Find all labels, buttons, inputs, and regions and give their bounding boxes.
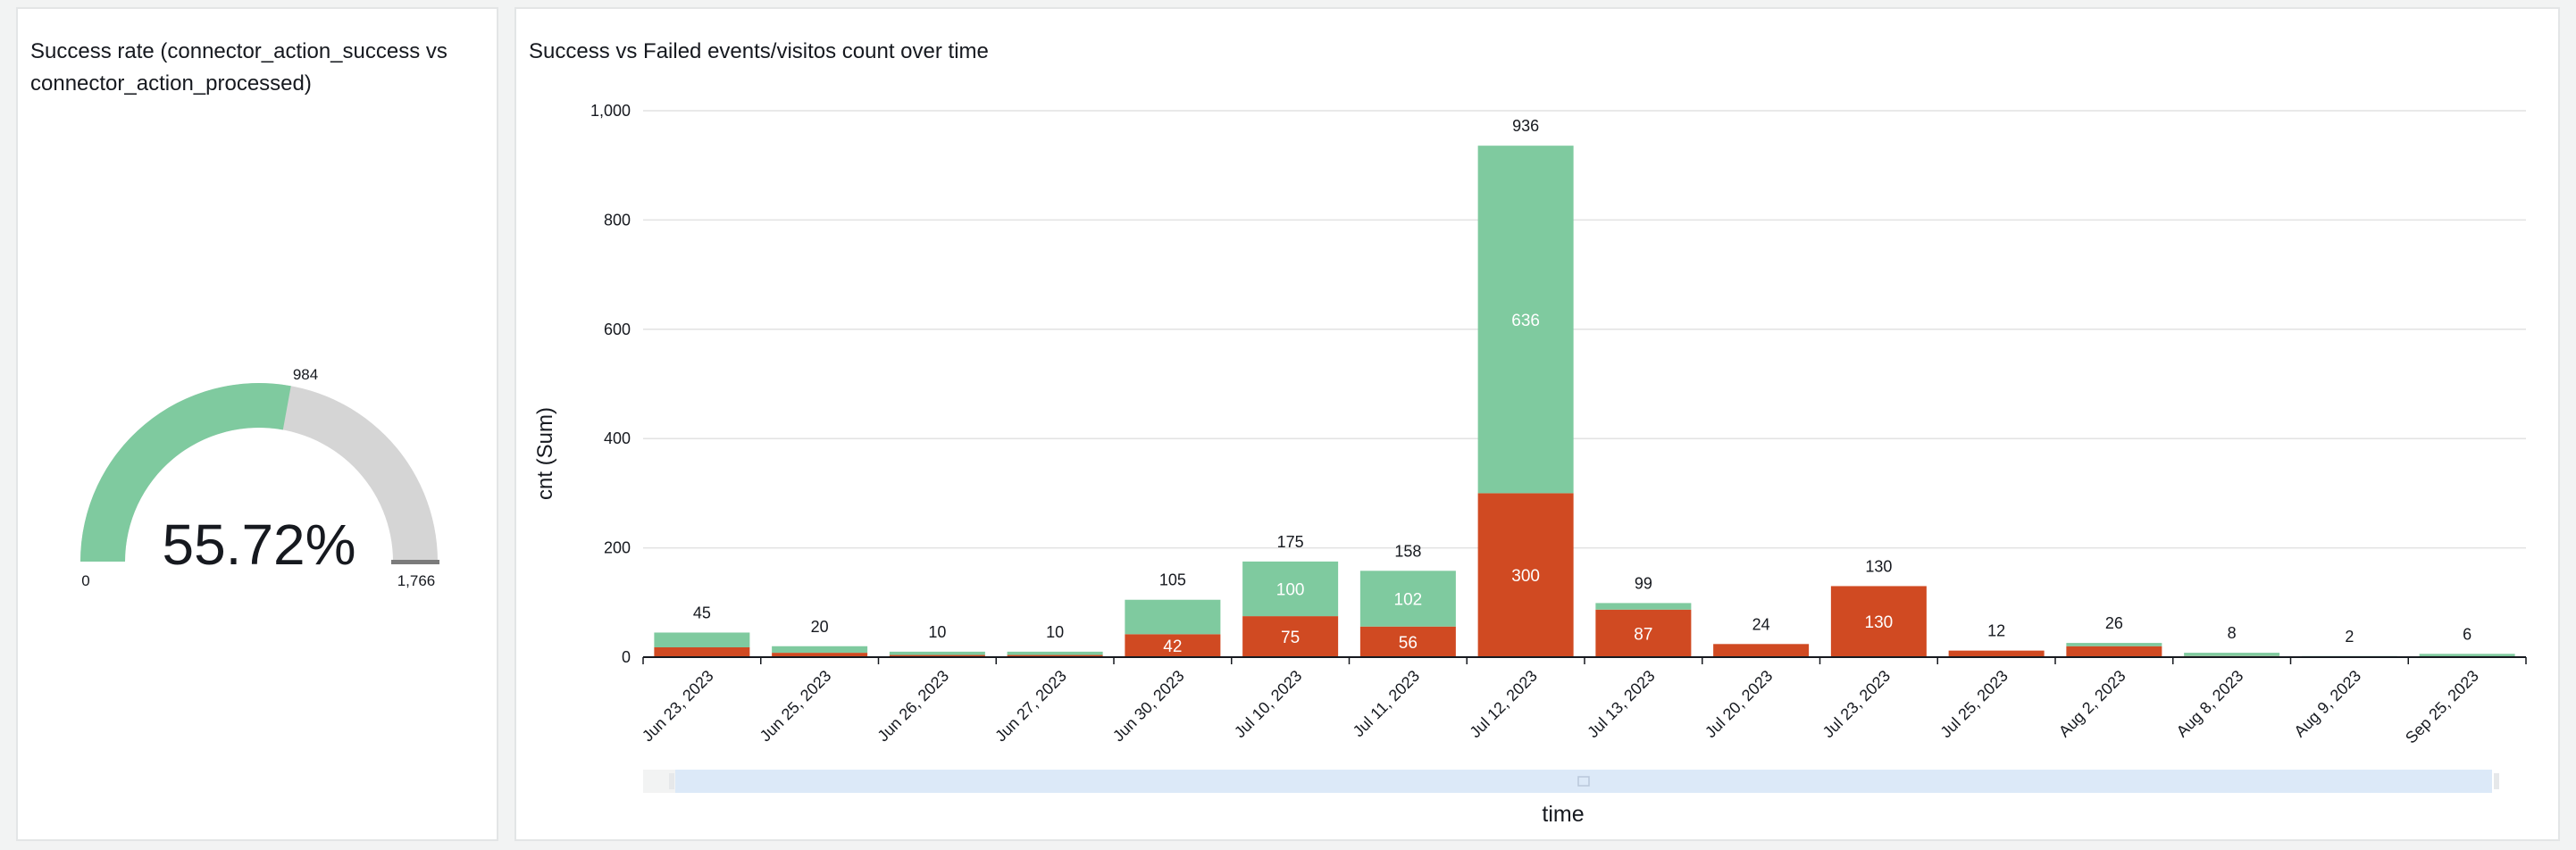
x-tick-label: Sep 25, 2023 <box>2402 667 2482 747</box>
bar-failed[interactable] <box>889 654 985 657</box>
bar-segment-label: 102 <box>1394 591 1423 610</box>
bar-segment-label: 636 <box>1511 312 1540 330</box>
x-tick-label: Jun 26, 2023 <box>874 667 952 746</box>
x-tick-label: Aug 2, 2023 <box>2055 667 2129 741</box>
bar-total-label: 8 <box>2228 624 2237 642</box>
bar-total-label: 10 <box>1046 623 1064 641</box>
scrollbar-thumb[interactable] <box>675 770 2492 793</box>
bar-total-label: 12 <box>1987 622 2005 640</box>
bar-failed[interactable] <box>1595 609 1692 657</box>
bar-total-label: 45 <box>693 604 711 621</box>
bar-success[interactable] <box>1007 651 1103 655</box>
chart-title: Success vs Failed events/visitos count o… <box>529 39 989 63</box>
bar-total-label: 26 <box>2105 614 2123 632</box>
y-axis-title: cnt (Sum) <box>533 407 557 500</box>
bar-failed[interactable] <box>772 653 868 657</box>
gauge-percent-label: 55.72% <box>162 512 355 577</box>
bar-segment-label: 300 <box>1511 567 1540 586</box>
x-tick-label: Jun 27, 2023 <box>991 667 1070 746</box>
bar-total-label: 6 <box>2463 625 2471 643</box>
bar-success[interactable] <box>654 632 750 647</box>
bar-failed[interactable] <box>1948 650 2045 657</box>
gauge-value-label: 984 <box>293 366 318 383</box>
gauge-chart: 55.72% 0 1,766 984 <box>80 366 439 589</box>
bar-total-label: 158 <box>1394 542 1421 560</box>
bar-failed[interactable] <box>1359 626 1456 657</box>
x-tick-label: Jun 25, 2023 <box>757 667 835 746</box>
scrollbar-grip-icon[interactable] <box>1577 776 1590 787</box>
bar-segment-label: 75 <box>1281 629 1300 647</box>
bar-total-label: 175 <box>1277 533 1304 551</box>
x-tick-label: Jul 23, 2023 <box>1819 667 1894 741</box>
bar-failed[interactable] <box>1477 493 1574 657</box>
x-tick-label: Aug 8, 2023 <box>2173 667 2247 741</box>
x-tick-label: Jun 30, 2023 <box>1109 667 1188 746</box>
scrollbar-right-handle[interactable] <box>2494 773 2499 789</box>
gauge-max-label: 1,766 <box>397 572 436 589</box>
bar-failed[interactable] <box>1007 654 1103 657</box>
x-tick-label: Jul 13, 2023 <box>1584 667 1658 741</box>
bar-segment-label: 130 <box>1865 613 1894 632</box>
bar-total-label: 130 <box>1865 557 1892 575</box>
bar-success[interactable] <box>2419 654 2515 657</box>
gauge-fill <box>80 383 291 562</box>
y-tick-label: 400 <box>604 429 631 447</box>
bar-success[interactable] <box>1242 561 1339 617</box>
bar-failed[interactable] <box>2066 646 2162 657</box>
chart-panel: Success vs Failed events/visitos count o… <box>514 7 2560 841</box>
bar-failed[interactable] <box>1242 616 1339 657</box>
bar-total-label: 105 <box>1159 571 1186 589</box>
y-tick-label: 1,000 <box>590 102 631 120</box>
bar-success[interactable] <box>1359 571 1456 627</box>
bar-segment-label: 56 <box>1399 634 1418 653</box>
bar-failed[interactable] <box>1830 586 1927 657</box>
gauge-panel: Success rate (connector_action_success v… <box>16 7 498 841</box>
bar-total-label: 24 <box>1752 615 1770 633</box>
bar-success[interactable] <box>2066 643 2162 646</box>
gauge-min-label: 0 <box>81 572 89 589</box>
bar-success[interactable] <box>889 651 985 655</box>
bar-total-label: 936 <box>1512 117 1539 135</box>
bar-failed[interactable] <box>1713 644 1810 657</box>
x-tick-label: Jun 23, 2023 <box>639 667 717 746</box>
bar-total-label: 99 <box>1635 574 1652 592</box>
bar-failed[interactable] <box>654 646 750 657</box>
y-tick-label: 600 <box>604 321 631 338</box>
bar-total-label: 10 <box>928 623 946 641</box>
x-tick-label: Jul 12, 2023 <box>1466 667 1540 741</box>
x-tick-label: Aug 9, 2023 <box>2290 667 2364 741</box>
bar-failed[interactable] <box>1125 634 1221 657</box>
gauge-max-marker <box>391 560 439 564</box>
bar-success[interactable] <box>2184 653 2280 656</box>
y-tick-label: 0 <box>622 648 631 666</box>
x-axis-title: time <box>1542 802 1584 827</box>
x-tick-label: Jul 11, 2023 <box>1350 667 1424 741</box>
bar-segment-label: 87 <box>1634 625 1652 644</box>
x-tick-label: Jul 20, 2023 <box>1702 667 1776 741</box>
scrollbar-left-handle[interactable] <box>669 773 674 789</box>
bar-success[interactable] <box>1595 603 1692 610</box>
bar-total-label: 20 <box>811 618 829 636</box>
bar-success[interactable] <box>1477 146 1574 494</box>
bar-success[interactable] <box>1125 599 1221 635</box>
x-tick-label: Jul 10, 2023 <box>1231 667 1305 741</box>
bar-segment-label: 42 <box>1163 638 1182 656</box>
gauge-title: Success rate (connector_action_success v… <box>30 39 447 96</box>
x-tick-label: Jul 25, 2023 <box>1936 667 2011 741</box>
y-tick-label: 800 <box>604 211 631 229</box>
bar-success[interactable] <box>772 646 868 654</box>
bar-total-label: 2 <box>2345 628 2354 646</box>
y-tick-label: 200 <box>604 539 631 557</box>
bar-segment-label: 100 <box>1276 581 1305 600</box>
